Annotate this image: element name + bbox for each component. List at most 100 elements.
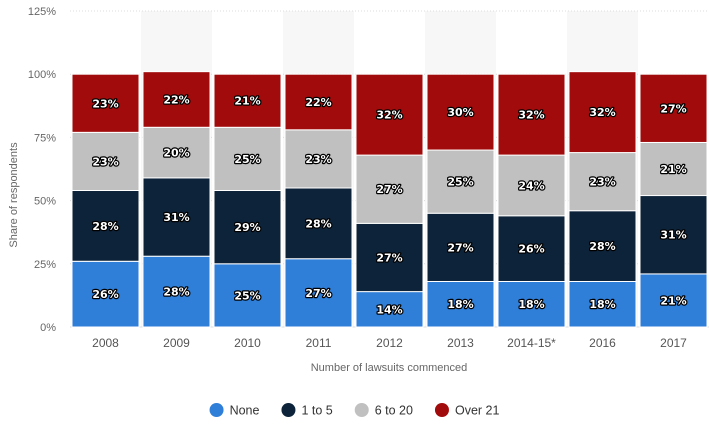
data-label: 23% xyxy=(92,155,118,168)
data-label: 27% xyxy=(305,287,331,300)
data-label: 30% xyxy=(447,106,473,119)
bar-segment-6-to-20 xyxy=(142,126,211,179)
bar-segment-over-21 xyxy=(639,73,708,143)
bar-segment-none xyxy=(497,280,566,328)
data-label: 27% xyxy=(376,251,402,264)
bar-segment-6-to-20 xyxy=(71,131,140,191)
bar-segment-1-to-5 xyxy=(142,177,211,257)
data-label: 23% xyxy=(305,153,331,166)
bar-segment-over-21 xyxy=(142,71,211,128)
data-label: 24% xyxy=(518,179,544,192)
bar-segment-1-to-5 xyxy=(497,215,566,282)
bar-segment-none xyxy=(568,280,637,328)
data-label: 32% xyxy=(376,109,402,122)
legend-label: 1 to 5 xyxy=(301,404,332,418)
data-label: 28% xyxy=(305,217,331,230)
bar-segment-none xyxy=(71,260,140,328)
data-label: 27% xyxy=(376,183,402,196)
bar-segment-over-21 xyxy=(497,73,566,156)
y-tick-label: 125% xyxy=(28,6,56,18)
data-label: 26% xyxy=(518,243,544,256)
y-tick-label: 25% xyxy=(34,259,56,271)
bar-segment-6-to-20 xyxy=(497,154,566,217)
legend-label: 6 to 20 xyxy=(375,404,413,418)
bar-segment-1-to-5 xyxy=(639,195,708,275)
bar-segment-none xyxy=(142,255,211,328)
legend-marker-over-21 xyxy=(434,403,449,417)
data-label: 31% xyxy=(163,211,189,224)
data-label: 25% xyxy=(234,289,260,302)
bar-segment-1-to-5 xyxy=(213,189,282,265)
bar-segment-over-21 xyxy=(71,73,140,133)
data-label: 18% xyxy=(447,298,473,311)
x-axis-title: Number of lawsuits commenced xyxy=(311,362,468,374)
data-label: 25% xyxy=(447,176,473,189)
legend-label: None xyxy=(230,404,260,418)
data-label: 27% xyxy=(660,102,686,115)
data-labels: 26% 28% 23% 23% 28% 31% 20% 22% 25% 29% 25% 21% 27% 2… xyxy=(91,92,688,317)
data-label: 23% xyxy=(589,176,615,189)
bar-segment-1-to-5 xyxy=(284,187,353,260)
data-label: 20% xyxy=(163,147,189,160)
data-label: 22% xyxy=(163,93,189,106)
bar-segment-none xyxy=(639,273,708,328)
data-label: 18% xyxy=(518,298,544,311)
y-tick-label: 0% xyxy=(40,322,56,334)
bar-segment-over-21 xyxy=(568,71,637,154)
bars xyxy=(71,71,708,328)
bar-segment-none xyxy=(426,280,495,328)
data-label: 14% xyxy=(376,303,402,316)
data-label: 26% xyxy=(92,288,118,301)
bar-segment-none xyxy=(355,291,424,328)
legend: None 1 to 5 6 to 20 Over 21 xyxy=(209,403,500,418)
bar-segment-none xyxy=(284,258,353,328)
y-tick-label: 75% xyxy=(34,132,56,144)
bar-segment-6-to-20 xyxy=(284,129,353,189)
data-label: 21% xyxy=(660,163,686,176)
data-label: 27% xyxy=(447,241,473,254)
legend-marker-none xyxy=(209,403,224,417)
data-label: 28% xyxy=(92,220,118,233)
legend-marker-1-to-5 xyxy=(281,403,296,417)
data-label: 28% xyxy=(163,286,189,299)
y-tick-label: 50% xyxy=(34,196,56,208)
x-axis-ticks: 2008 2009 2010 2011 2012 2013 2014-15* 2016 2017 xyxy=(92,336,687,350)
bar-segment-over-21 xyxy=(355,73,424,156)
y-tick-label: 100% xyxy=(28,69,56,81)
bar-segment-6-to-20 xyxy=(568,152,637,212)
x-tick-label: 2010 xyxy=(234,336,261,350)
bar-segment-1-to-5 xyxy=(426,212,495,282)
x-tick-label: 2014-15* xyxy=(507,336,556,350)
bar-segment-over-21 xyxy=(213,73,282,128)
y-axis-ticks: 0% 25% 50% 75% 100% 125% xyxy=(28,6,56,334)
x-tick-label: 2011 xyxy=(306,336,332,350)
bar-segment-none xyxy=(213,263,282,328)
data-label: 32% xyxy=(518,109,544,122)
data-label: 31% xyxy=(660,229,686,242)
bar-segment-1-to-5 xyxy=(71,189,140,262)
x-tick-label: 2008 xyxy=(92,336,119,350)
x-tick-label: 2017 xyxy=(660,336,687,350)
x-tick-label: 2013 xyxy=(447,336,474,350)
x-tick-label: 2012 xyxy=(376,336,403,350)
data-label: 23% xyxy=(92,97,118,110)
x-tick-label: 2009 xyxy=(163,336,190,350)
data-label: 18% xyxy=(589,298,615,311)
bar-segment-over-21 xyxy=(426,73,495,151)
data-label: 22% xyxy=(305,96,331,109)
bar-segment-1-to-5 xyxy=(355,222,424,293)
legend-label: Over 21 xyxy=(455,404,500,418)
data-label: 25% xyxy=(234,153,260,166)
data-label: 32% xyxy=(589,106,615,119)
legend-marker-6-to-20 xyxy=(354,403,369,417)
data-label: 28% xyxy=(589,240,615,253)
bar-segment-6-to-20 xyxy=(426,149,495,214)
x-tick-label: 2016 xyxy=(589,336,616,350)
data-label: 21% xyxy=(234,95,260,108)
y-axis-title: Share of respondents xyxy=(8,142,20,248)
data-label: 29% xyxy=(234,221,260,234)
bar-segment-over-21 xyxy=(284,73,353,131)
bar-segment-6-to-20 xyxy=(639,141,708,197)
data-label: 21% xyxy=(660,294,686,307)
